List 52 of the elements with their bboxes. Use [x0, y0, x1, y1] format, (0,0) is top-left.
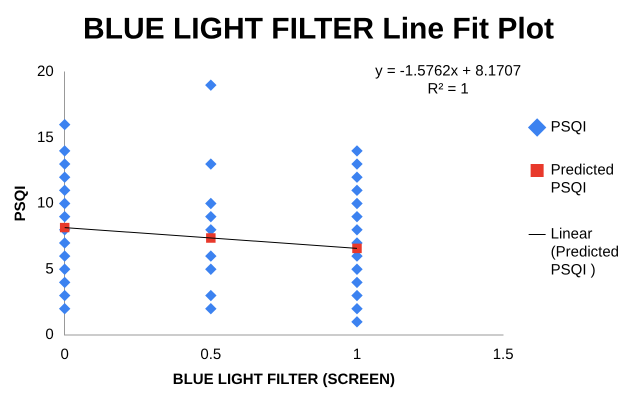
y-tick-label: 5: [45, 260, 54, 278]
point: [351, 198, 362, 209]
point: [351, 211, 362, 222]
point: [205, 80, 216, 91]
x-tick-label: 0.5: [200, 346, 222, 364]
point: [351, 172, 362, 183]
y-tick-label: 15: [36, 128, 54, 146]
point: [205, 303, 216, 314]
point: [59, 184, 70, 196]
y-tick-label: 0: [45, 326, 54, 344]
x-tick-label: 1: [352, 346, 362, 364]
point: [59, 119, 70, 130]
point: [205, 158, 216, 170]
legend-label: PSQI: [550, 118, 586, 136]
point: [59, 250, 70, 262]
point: [59, 211, 70, 222]
point: [59, 290, 70, 302]
point: [60, 222, 70, 232]
point: [351, 184, 362, 196]
point: [59, 158, 70, 170]
point: [59, 198, 70, 209]
annotation: R² = 1: [428, 80, 469, 98]
y-tick-label: 20: [36, 63, 54, 80]
point: [205, 250, 216, 262]
point: [205, 211, 216, 222]
point: [351, 224, 362, 236]
x-tick-label: 0: [60, 346, 69, 364]
point: [205, 264, 216, 275]
point: [59, 276, 70, 288]
point: [351, 276, 362, 288]
chart-title: BLUE LIGHT FILTER Line Fit Plot: [82, 12, 554, 46]
point: [351, 290, 362, 302]
point: [352, 244, 362, 254]
y-tick-label: 10: [36, 194, 54, 212]
point: [351, 264, 362, 275]
legend-label: Predicted PSQI: [550, 162, 614, 197]
point: [59, 237, 70, 248]
annotation: y = -1.5762x + 8.1707: [375, 62, 522, 80]
point: [59, 172, 70, 183]
point: [351, 145, 362, 156]
point: [59, 145, 70, 156]
legend-label: Linear (Predicted PSQI ): [550, 226, 620, 279]
point: [351, 158, 362, 170]
x-axis-title: BLUE LIGHT FILTER (SCREEN): [172, 371, 396, 388]
point: [205, 198, 216, 209]
point: [59, 303, 70, 314]
point: [351, 316, 362, 328]
point: [59, 264, 70, 275]
point: [351, 303, 362, 314]
y-axis-title: PSQI: [12, 186, 30, 222]
x-tick-label: 1.5: [492, 346, 514, 364]
point: [205, 290, 216, 302]
